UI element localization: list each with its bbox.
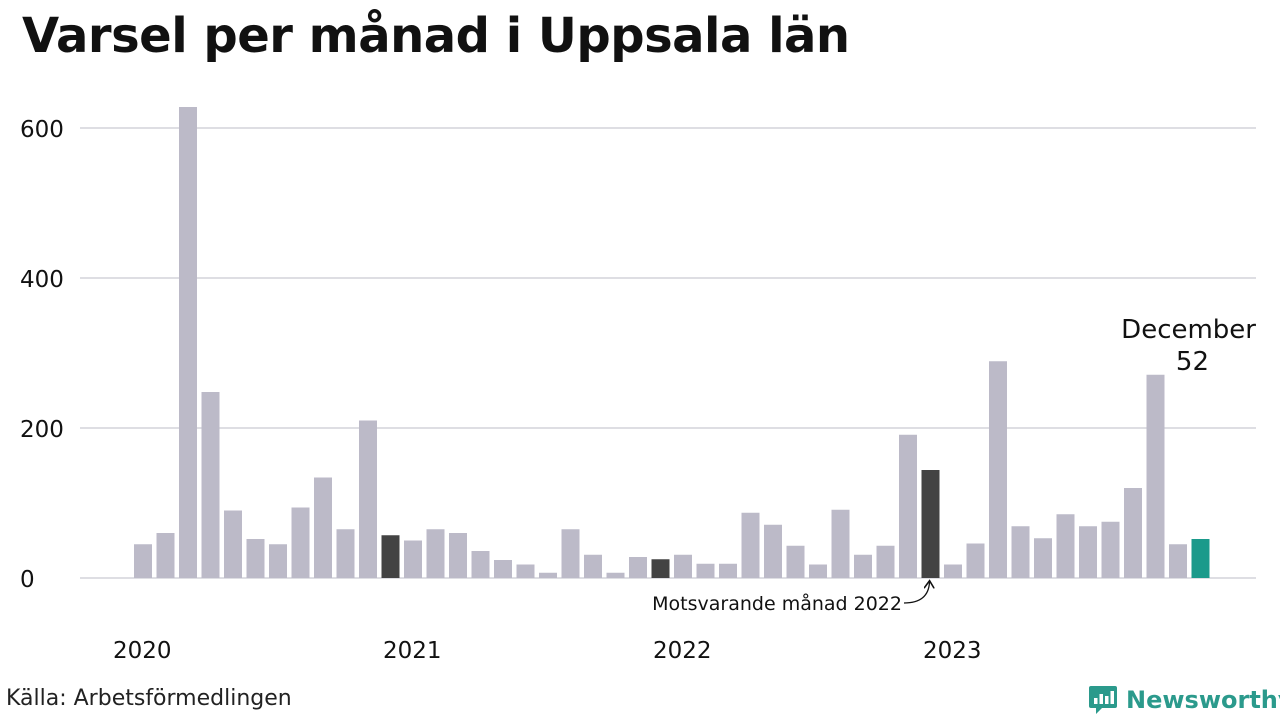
bar (539, 572, 557, 578)
bar (314, 477, 332, 578)
gridlines (80, 127, 1256, 579)
bar (741, 512, 760, 578)
bar (786, 545, 805, 578)
bar (809, 564, 827, 578)
bar (516, 564, 535, 578)
x-year-label: 2021 (383, 638, 442, 664)
bar (336, 529, 355, 578)
source-note: Källa: Arbetsförmedlingen (6, 686, 292, 711)
bar (1034, 538, 1052, 578)
bar (606, 572, 625, 578)
y-tick-label: 600 (20, 117, 64, 143)
bar-comparison (651, 559, 670, 578)
bar (899, 434, 917, 578)
bar (1079, 526, 1097, 578)
bar (989, 361, 1007, 578)
bar (1124, 488, 1142, 578)
bar (179, 107, 197, 578)
x-year-label: 2023 (923, 638, 982, 664)
bar (561, 529, 580, 578)
x-year-label: 2020 (113, 638, 172, 664)
bar (629, 557, 647, 578)
bar (1146, 374, 1165, 578)
bar (584, 554, 602, 578)
x-year-label: 2022 (653, 638, 712, 664)
bar (1169, 544, 1187, 578)
bar (246, 539, 265, 578)
bar (404, 540, 422, 578)
latest-month-label: December (1121, 315, 1256, 345)
bar (156, 533, 175, 578)
bar (494, 560, 512, 578)
y-tick-label: 200 (20, 417, 64, 443)
bar (674, 554, 692, 578)
bar (201, 392, 220, 578)
bar (764, 524, 782, 578)
bars (134, 107, 1210, 578)
bar (224, 510, 242, 578)
bar (696, 563, 715, 578)
bar (471, 551, 490, 578)
newsworthy-logo-icon (1089, 686, 1117, 714)
bar (876, 545, 895, 578)
comparison-label: Motsvarande månad 2022 (652, 592, 902, 615)
bar-comparison (381, 535, 400, 578)
comparison-arrow (903, 582, 930, 604)
bar (134, 544, 152, 578)
latest-value-label: 52 (1176, 347, 1209, 377)
chart-title: Varsel per månad i Uppsala län (22, 8, 850, 64)
bar-highlight (1191, 539, 1210, 578)
bar (291, 507, 310, 578)
bar (944, 564, 962, 578)
bar (269, 544, 287, 578)
bar (359, 420, 377, 578)
bar (449, 533, 467, 578)
bar (966, 543, 985, 578)
brand-name: Newsworthy (1126, 686, 1280, 714)
bar (1011, 526, 1030, 578)
y-tick-label: 400 (20, 267, 64, 293)
bar (831, 509, 850, 578)
bar (719, 563, 737, 578)
axis-labels: 0 200 400 600 2020 2021 2022 2023 (20, 117, 982, 664)
bar-comparison (921, 470, 940, 578)
y-tick-label: 0 (20, 567, 35, 593)
bar (854, 554, 872, 578)
bar (426, 529, 445, 578)
bar (1101, 521, 1120, 578)
bar (1056, 514, 1075, 578)
brand-logo[interactable]: Newsworthy (1088, 684, 1280, 716)
